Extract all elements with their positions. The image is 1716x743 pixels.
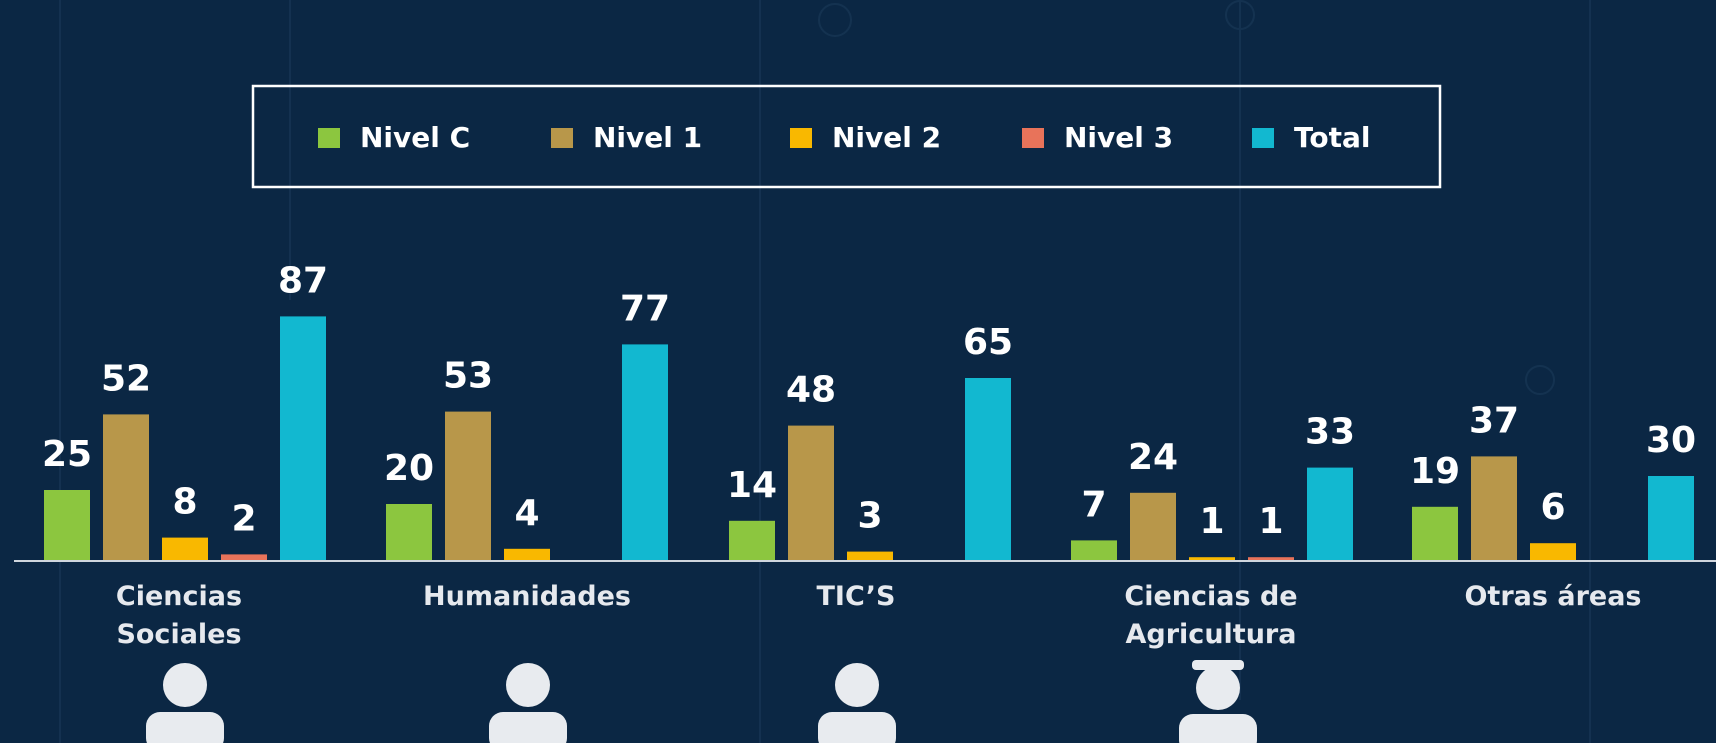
bar [1248,557,1294,560]
category-label: Otras áreas [1464,581,1642,612]
decor [59,0,1591,743]
category-label: Ciencias Sociales [115,581,243,650]
bar [1471,456,1517,560]
legend-label: Nivel 2 [832,121,941,154]
value-label: 33 [1305,412,1355,453]
value-label: 87 [278,260,328,301]
value-label: 48 [786,370,836,411]
bar [622,344,668,560]
value-label: 19 [1410,451,1460,492]
value-label: 1 [1199,501,1224,542]
value-label: 6 [1540,487,1565,528]
legend-swatch [1252,128,1274,148]
bar [1412,506,1458,560]
bar [1530,543,1576,560]
bar [1071,540,1117,560]
legend-label: Total [1294,121,1371,154]
bar [847,551,893,560]
legend-swatch [551,128,573,148]
bar [386,504,432,560]
legend-swatch [790,128,812,148]
category-label: Humanidades [423,581,631,612]
bar [162,537,208,560]
legend-label: Nivel C [360,121,470,154]
value-label: 7 [1081,484,1106,525]
legend-swatch [318,128,340,148]
value-label: 53 [443,356,493,397]
category-label: TIC’S [816,581,896,612]
value-label: 77 [620,288,670,329]
value-label: 37 [1469,400,1519,441]
bar [1189,557,1235,560]
bar [44,490,90,560]
value-label: 1 [1258,501,1283,542]
value-label: 30 [1646,420,1696,461]
value-label: 2 [231,498,256,539]
value-label: 52 [101,358,151,399]
value-label: 3 [857,496,882,537]
bar [1307,467,1353,560]
legend-label: Nivel 1 [593,121,702,154]
value-label: 4 [514,493,539,534]
value-label: 24 [1128,437,1178,478]
bar [103,414,149,560]
bar [221,554,267,560]
value-label: 65 [963,322,1013,363]
value-label: 20 [384,448,434,489]
legend-label: Nivel 3 [1064,121,1173,154]
icons [146,660,1257,743]
value-label: 14 [727,465,777,506]
bar [1130,492,1176,560]
bar [729,520,775,560]
legend-box [251,84,1442,189]
value-label: 25 [42,434,92,475]
bar [280,316,326,560]
value-label: 8 [172,482,197,523]
bar [788,425,834,560]
legend-swatch [1022,128,1044,148]
bar [1648,476,1694,560]
bar [965,378,1011,560]
bar [445,411,491,560]
bar [504,548,550,560]
category-label: Ciencias de Agricultura [1124,581,1298,650]
